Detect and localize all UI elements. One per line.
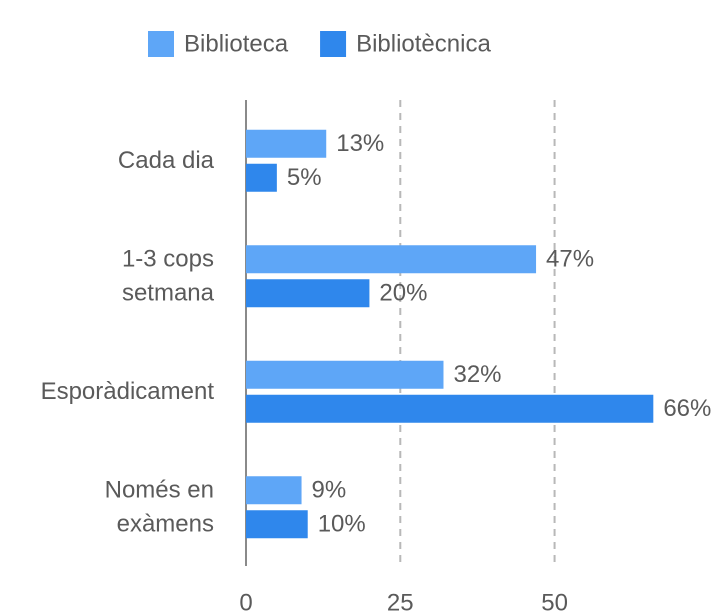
bar — [246, 394, 654, 423]
bar — [246, 360, 444, 389]
bar — [246, 163, 277, 192]
value-label: 20% — [379, 280, 427, 307]
value-label: 13% — [336, 130, 384, 157]
bar — [246, 129, 327, 158]
value-label: 47% — [546, 246, 594, 273]
category-label: 1-3 cops setmana — [122, 246, 215, 307]
x-tick-label: 50 — [541, 589, 568, 611]
bar — [246, 510, 308, 539]
legend-label: Bibliotècnica — [356, 30, 491, 57]
value-label: 32% — [453, 361, 501, 388]
bar — [246, 476, 302, 505]
value-label: 66% — [663, 395, 711, 422]
value-label: 10% — [318, 511, 366, 538]
category-label: Esporàdicament — [41, 378, 215, 405]
legend-label: Biblioteca — [184, 30, 289, 57]
legend-swatch — [320, 31, 347, 57]
category-label: Cada dia — [118, 147, 215, 174]
bar — [246, 279, 370, 308]
bar — [246, 245, 537, 274]
value-label: 5% — [287, 164, 322, 191]
x-tick-label: 0 — [239, 589, 252, 611]
value-label: 9% — [312, 477, 347, 504]
x-tick-label: 25 — [387, 589, 414, 611]
legend-swatch — [148, 31, 174, 57]
category-label: Només en exàmens — [105, 477, 214, 538]
